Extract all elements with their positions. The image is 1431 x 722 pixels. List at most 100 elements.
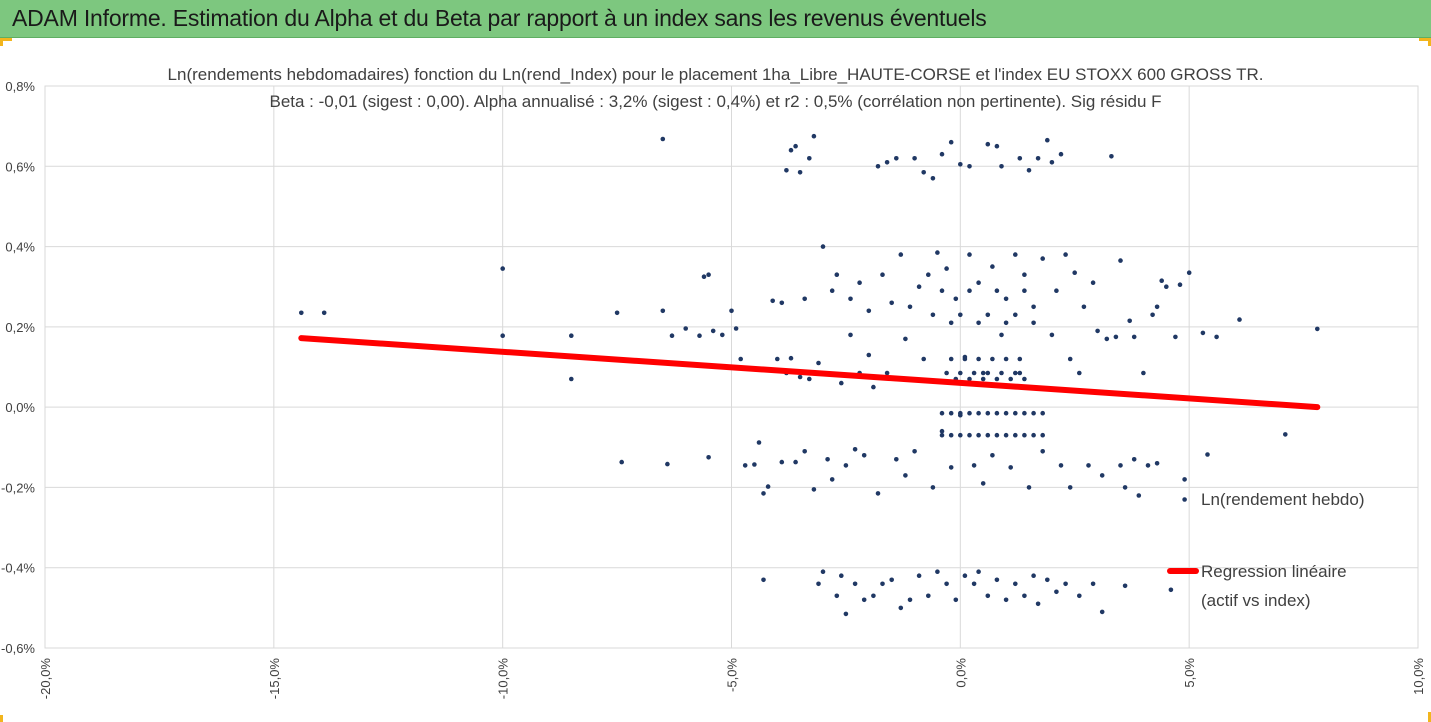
scatter-point [843, 611, 849, 617]
scatter-point [797, 170, 803, 175]
scatter-point [1090, 581, 1096, 587]
chart-title-line-2: Beta : -0,01 (sigest : 0,00). Alpha annu… [269, 92, 1162, 111]
scatter-point [1141, 370, 1146, 376]
scatter-point [871, 384, 876, 390]
scatter-point [802, 296, 807, 302]
scatter-point [916, 284, 922, 289]
regression-line [298, 335, 1321, 411]
scatter-point [1164, 284, 1169, 289]
scatter-point [1003, 356, 1009, 362]
scatter-point [1081, 304, 1087, 310]
scatter-point [1017, 370, 1023, 376]
scatter-point [816, 581, 821, 587]
legend-label-regression-1: Regression linéaire [1201, 562, 1347, 581]
scatter-point [1022, 432, 1027, 438]
scatter-point [1008, 465, 1013, 470]
scatter-point [738, 356, 743, 362]
scatter-point [939, 410, 945, 416]
scatter-point [889, 300, 894, 306]
scatter-point [797, 374, 803, 380]
scatter-point [1095, 328, 1100, 334]
scatter-point [729, 308, 734, 314]
scatter-point [1017, 156, 1023, 161]
scatter-point [1045, 577, 1050, 583]
scatter-point [1113, 334, 1119, 340]
scatter-point [894, 156, 899, 161]
scatter-point [962, 573, 968, 578]
scatter-point [788, 355, 794, 361]
report-header-banner: ADAM Informe. Estimation du Alpha et du … [0, 0, 1431, 38]
scatter-point [1013, 432, 1018, 438]
scatter-point [976, 320, 981, 326]
scatter-point [1031, 320, 1036, 326]
scatter-point [1049, 160, 1055, 165]
scatter-point [1054, 589, 1059, 595]
scatter-point [967, 432, 972, 438]
scatter-point [999, 370, 1004, 376]
scatter-point [1205, 452, 1210, 457]
scatter-point [706, 272, 711, 277]
scatter-point [1090, 280, 1096, 285]
scatter-point [720, 332, 725, 338]
scatter-point [1013, 370, 1018, 376]
scatter-point [1109, 154, 1114, 159]
scatter-point [985, 410, 991, 416]
scatter-point [958, 162, 963, 167]
scatter-point [569, 376, 574, 382]
scatter-point [701, 274, 707, 279]
scatter-point [930, 312, 936, 318]
scatter-point [926, 272, 931, 277]
scatter-point [569, 333, 574, 339]
scatter-point [967, 164, 972, 169]
scatter-point [958, 370, 963, 376]
y-tick-label: 0,8% [5, 79, 35, 94]
scatter-point [944, 370, 949, 376]
scatter-point [1077, 370, 1082, 376]
y-tick-label: -0,4% [1, 561, 35, 576]
scatter-point [967, 410, 972, 416]
scatter-point [1067, 356, 1073, 362]
scatter-point [1173, 334, 1178, 340]
scatter-point [1022, 288, 1027, 293]
scatter-point [939, 428, 945, 434]
scatter-point [1104, 336, 1110, 342]
scatter-point [971, 370, 977, 376]
scatter-point [1003, 296, 1009, 302]
y-tick-label: 0,6% [5, 159, 35, 174]
scatter-point [926, 593, 931, 599]
scatter-point [706, 455, 711, 460]
scatter-point [784, 168, 789, 173]
scatter-point [907, 597, 913, 603]
scatter-point [765, 484, 771, 489]
scatter-point [1058, 151, 1064, 157]
chart-title-line-1: Ln(rendements hebdomadaires) fonction du… [167, 65, 1264, 84]
scatter-point [1022, 376, 1027, 382]
scatter-point [1031, 573, 1036, 578]
scatter-point [999, 332, 1004, 338]
x-tick-label: -15,0% [267, 658, 282, 700]
scatter-point [894, 457, 899, 462]
scatter-point [958, 312, 963, 318]
scatter-point [834, 593, 840, 599]
scatter-point [939, 432, 945, 438]
scatter-point [857, 280, 862, 285]
scatter-point [1237, 317, 1242, 322]
scatter-point [1168, 587, 1174, 593]
corner-marker-bottom-left [0, 715, 3, 722]
scatter-point [948, 432, 954, 438]
scatter-point [660, 308, 666, 314]
scatter-point [880, 272, 885, 277]
scatter-point [994, 143, 1000, 149]
scatter-point [1040, 432, 1045, 438]
scatter-point [839, 573, 844, 578]
scatter-point [756, 440, 762, 445]
scatter-point [990, 356, 995, 362]
corner-marker-top-right-v [1428, 38, 1431, 46]
scatter-point [976, 280, 981, 285]
scatter-point [958, 432, 963, 438]
scatter-point [1040, 449, 1045, 454]
scatter-point [1200, 330, 1206, 336]
scatter-point [985, 312, 991, 318]
scatter-point [321, 310, 327, 316]
scatter-point [669, 333, 675, 339]
